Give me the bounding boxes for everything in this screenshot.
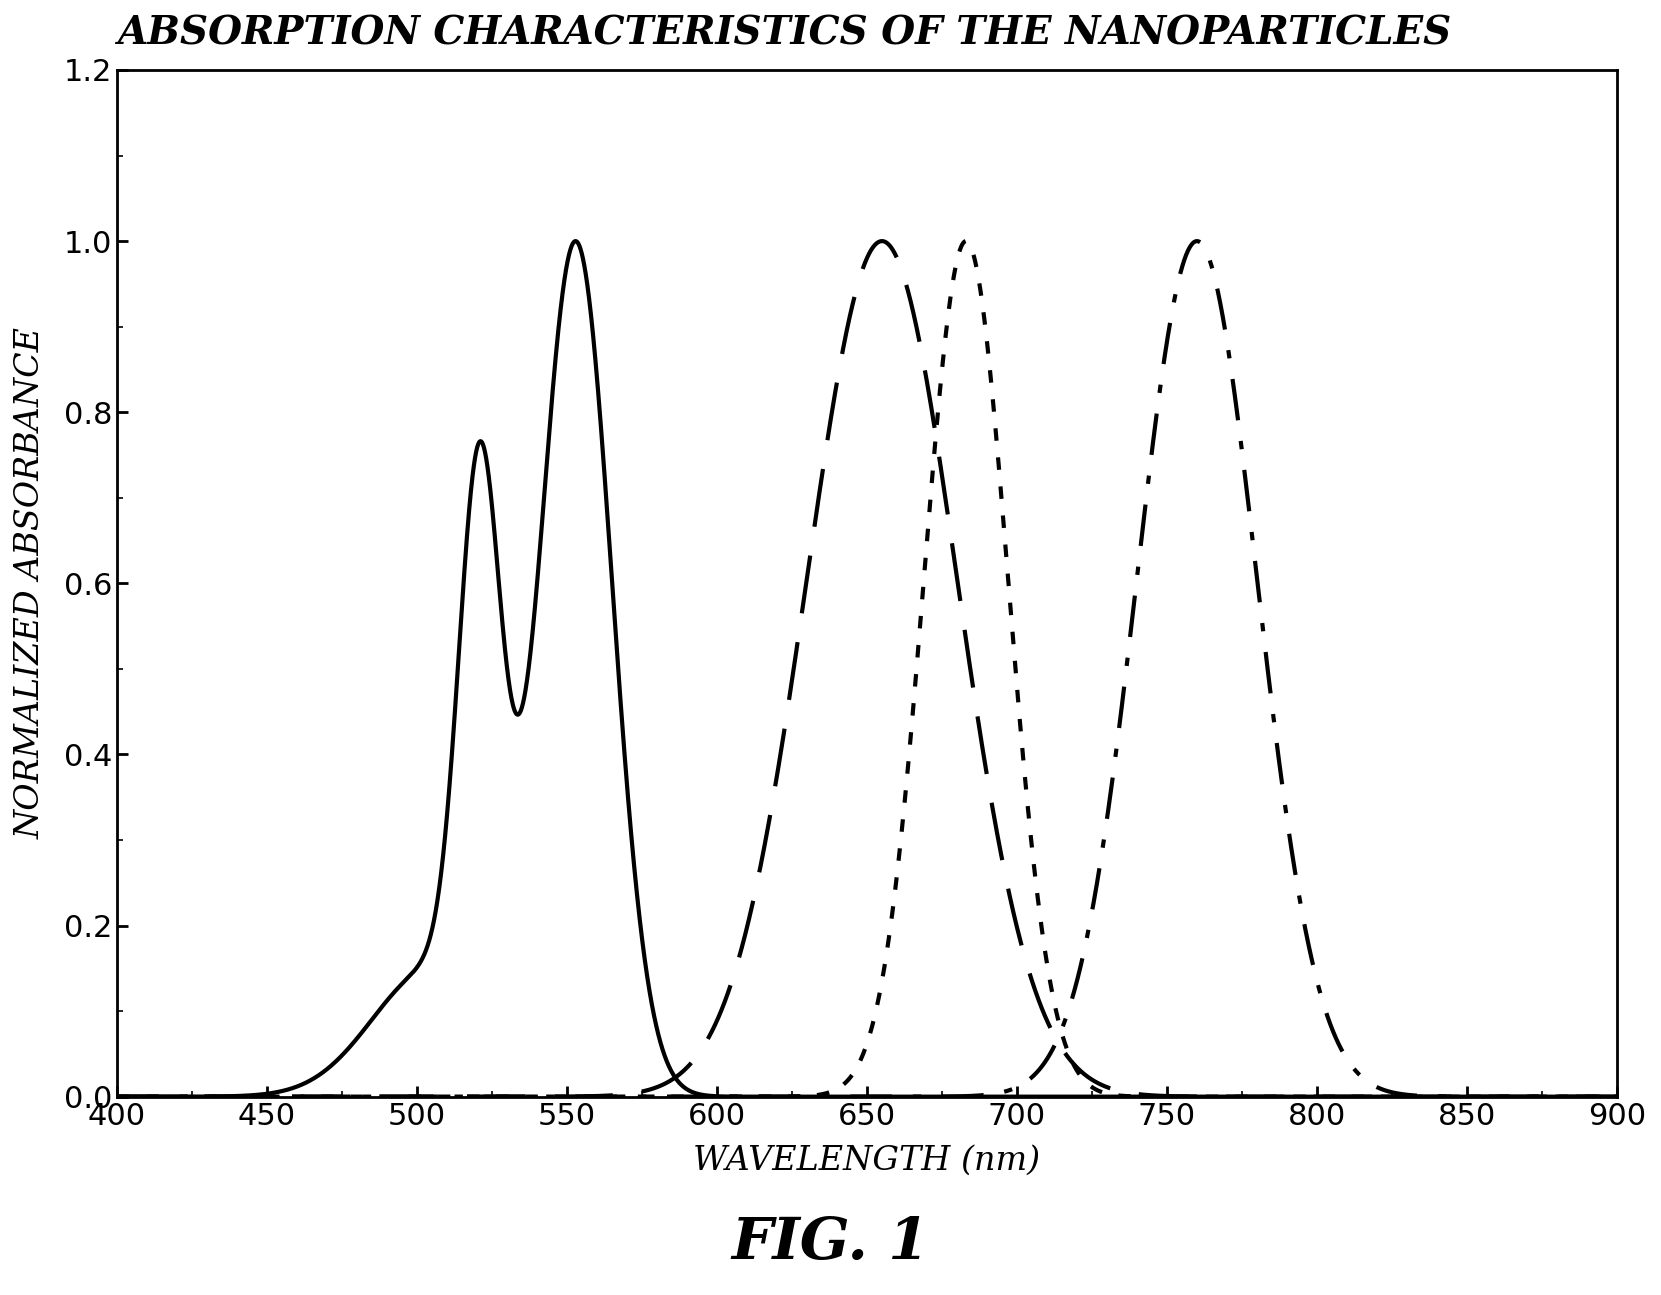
X-axis label: WAVELENGTH (nm): WAVELENGTH (nm) xyxy=(693,1145,1040,1176)
Text: ABSORPTION CHARACTERISTICS OF THE NANOPARTICLES: ABSORPTION CHARACTERISTICS OF THE NANOPA… xyxy=(116,16,1452,53)
Text: FIG. 1: FIG. 1 xyxy=(731,1215,930,1272)
Y-axis label: NORMALIZED ABSORBANCE: NORMALIZED ABSORBANCE xyxy=(15,328,47,839)
